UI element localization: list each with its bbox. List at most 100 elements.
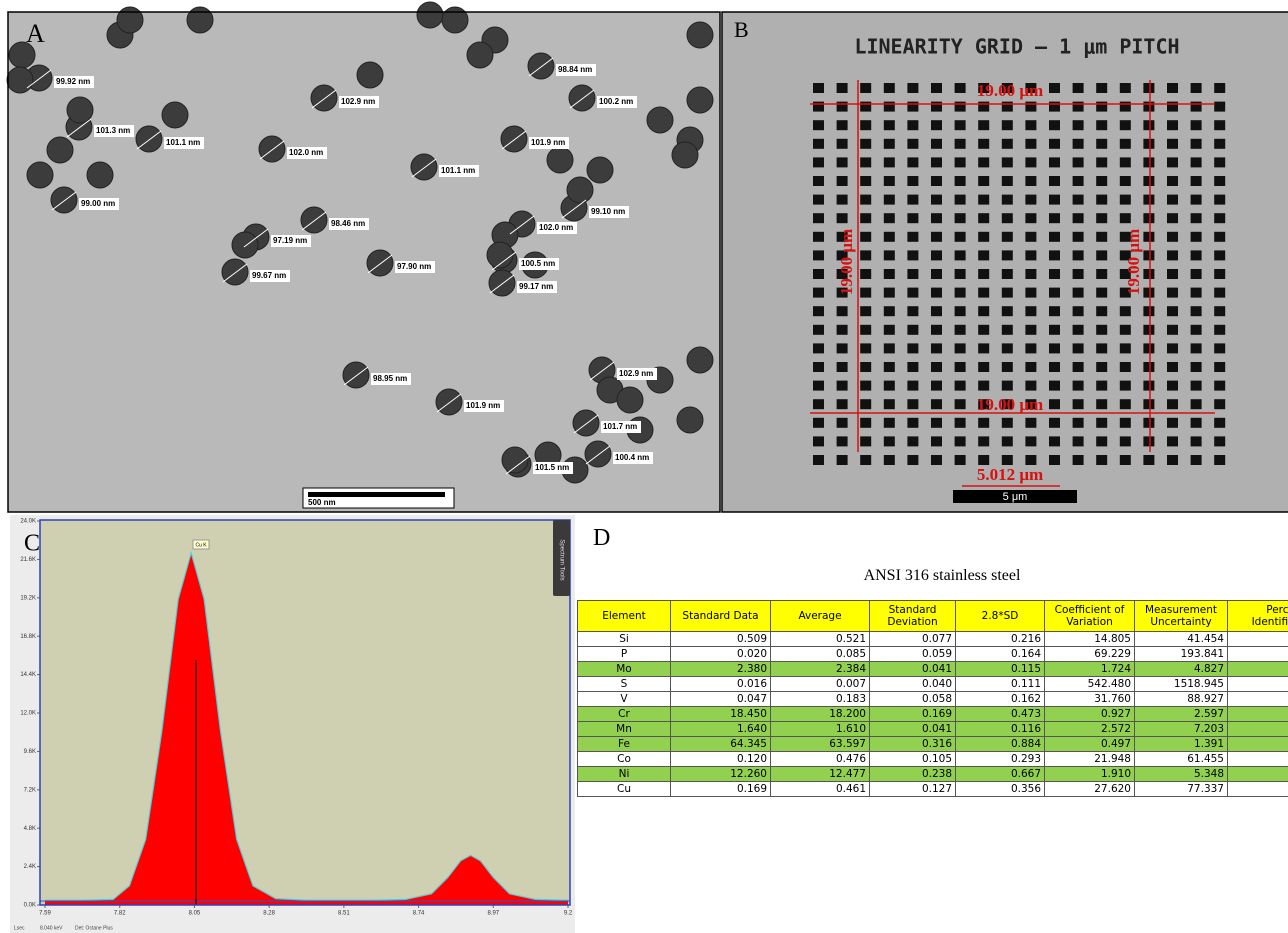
grid-square <box>813 213 824 223</box>
grid-square <box>884 269 895 279</box>
table-cell: 88.927 <box>1135 692 1228 707</box>
grid-square <box>907 362 918 372</box>
measurement-label: 19.00 μm <box>977 395 1043 414</box>
grid-square <box>907 157 918 167</box>
grid-square <box>860 399 871 409</box>
grid-square <box>907 195 918 205</box>
table-cell: 27.620 <box>1045 782 1135 797</box>
grid-square <box>1049 83 1060 93</box>
table-cell: 0.105 <box>870 752 956 767</box>
header-cell: Standard Data <box>671 601 771 632</box>
grid-square <box>884 325 895 335</box>
grid-square <box>884 139 895 149</box>
grid-square <box>837 120 848 130</box>
table-cell: 0.884 <box>956 737 1045 752</box>
table-cell: S <box>578 677 671 692</box>
grid-square <box>1025 306 1036 316</box>
grid-square <box>907 436 918 446</box>
table-cell: 0.016 <box>671 677 771 692</box>
grid-square <box>813 120 824 130</box>
grid-square <box>1143 325 1154 335</box>
table-row: Mo2.3802.3840.0410.1151.7244.827100.16 <box>578 662 1288 677</box>
table-cell: 31.760 <box>1045 692 1135 707</box>
table-cell: 424.16 <box>1228 647 1288 662</box>
grid-square <box>813 139 824 149</box>
grid-square <box>1049 325 1060 335</box>
grid-square <box>1002 455 1013 465</box>
grid-square <box>860 436 871 446</box>
grid-square <box>931 455 942 465</box>
measurement-label: 19.00 μm <box>837 229 856 295</box>
table-cell: 0.115 <box>956 662 1045 677</box>
y-tick-label: 24.0K <box>20 519 36 525</box>
table-cell: 41.454 <box>1135 632 1228 647</box>
grid-square <box>907 269 918 279</box>
grid-square <box>1191 269 1202 279</box>
grid-square <box>1025 120 1036 130</box>
grid-square <box>1167 418 1178 428</box>
table-cell: 0.040 <box>870 677 956 692</box>
grid-square <box>1120 436 1131 446</box>
grid-square <box>1143 176 1154 186</box>
grid-square <box>978 418 989 428</box>
grid-square <box>1049 306 1060 316</box>
grid-square <box>1191 399 1202 409</box>
grid-square <box>813 83 824 93</box>
grid-square <box>1214 213 1225 223</box>
measurement-label: 100.5 nm <box>521 259 555 268</box>
grid-square <box>931 362 942 372</box>
grid-square <box>1073 325 1084 335</box>
grid-square <box>813 399 824 409</box>
y-tick-label: 19.2K <box>20 595 36 601</box>
grid-square <box>907 343 918 353</box>
y-tick-label: 2.4K <box>24 864 36 870</box>
grid-square <box>907 288 918 298</box>
grid-square <box>955 176 966 186</box>
grid-square <box>907 176 918 186</box>
measurement-label: 99.67 nm <box>252 271 286 280</box>
measurement-label: 100.2 nm <box>599 97 633 106</box>
grid-square <box>955 362 966 372</box>
grid-square <box>860 157 871 167</box>
grid-square <box>1214 195 1225 205</box>
grid-square <box>907 213 918 223</box>
grid-square <box>1143 362 1154 372</box>
grid-square <box>1002 362 1013 372</box>
grid-square <box>931 288 942 298</box>
particle <box>259 136 285 162</box>
grid-square <box>1025 288 1036 298</box>
particle <box>587 157 613 183</box>
x-tick-label: 8.28 <box>263 911 275 917</box>
grid-square <box>1191 139 1202 149</box>
grid-square <box>1002 418 1013 428</box>
grid-square <box>884 250 895 260</box>
table-cell: 0.293 <box>956 752 1045 767</box>
table-cell: 21.948 <box>1045 752 1135 767</box>
grid-square <box>1167 195 1178 205</box>
grid-square <box>1143 343 1154 353</box>
grid-square <box>1025 418 1036 428</box>
grid-square <box>1073 176 1084 186</box>
y-tick-label: 16.8K <box>20 634 36 640</box>
grid-square <box>1002 325 1013 335</box>
table-cell: 0.127 <box>870 782 956 797</box>
table-cell: 0.047 <box>671 692 771 707</box>
grid-square <box>1167 232 1178 242</box>
panel-label: D <box>593 525 610 552</box>
grid-square <box>1191 195 1202 205</box>
x-tick-label: 8.97 <box>487 911 499 917</box>
table-cell: 1.391 <box>1135 737 1228 752</box>
grid-square <box>1214 288 1225 298</box>
grid-square <box>1120 213 1131 223</box>
grid-square <box>837 102 848 112</box>
grid-square <box>1096 399 1107 409</box>
grid-square <box>1191 306 1202 316</box>
measurement-label: 98.95 nm <box>373 374 407 383</box>
grid-square <box>1167 120 1178 130</box>
grid-square <box>860 120 871 130</box>
grid-square <box>1120 139 1131 149</box>
grid-square <box>860 83 871 93</box>
table-cell: 0.116 <box>956 722 1045 737</box>
grid-square <box>1214 381 1225 391</box>
